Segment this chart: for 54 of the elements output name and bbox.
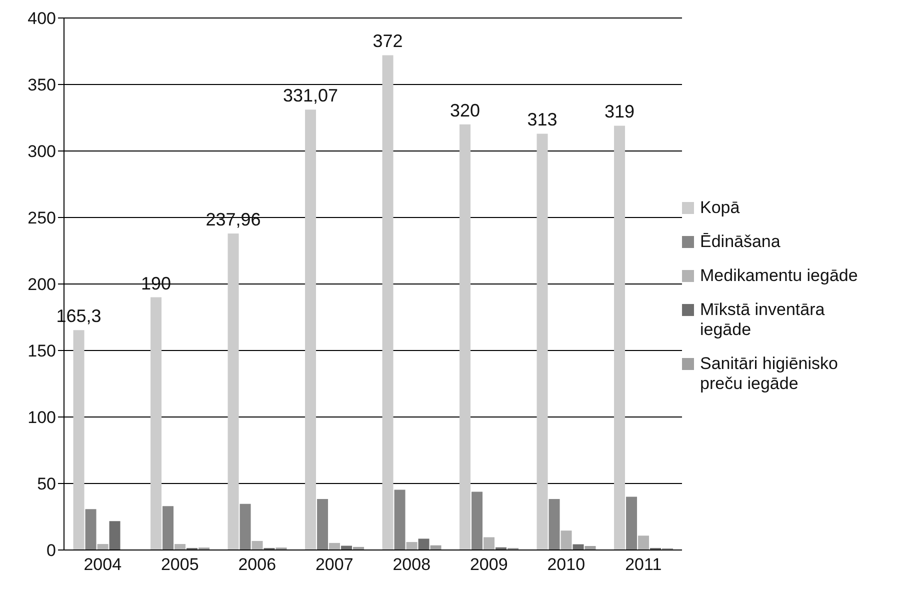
x-tick-label: 2008	[392, 555, 431, 574]
legend-label: Medikamentu iegāde	[700, 266, 858, 286]
bar	[418, 538, 430, 550]
data-label: 320	[450, 100, 480, 120]
y-tick-label: 150	[28, 342, 56, 361]
x-tick-label: 2010	[547, 555, 586, 574]
bar	[341, 546, 352, 550]
x-tick-label: 2004	[84, 555, 122, 574]
legend-label: Sanitāri higiēnisko preču iegāde	[700, 354, 839, 394]
bar	[382, 55, 394, 550]
y-tick-label: 200	[28, 275, 56, 294]
y-tick-label: 100	[28, 408, 56, 428]
bar	[97, 544, 108, 550]
bar	[73, 330, 84, 550]
bar	[252, 540, 263, 550]
x-tick-label: 2009	[470, 555, 508, 574]
bar	[626, 496, 638, 550]
y-tick-label: 250	[28, 208, 56, 228]
x-tick-label: 2006	[238, 555, 276, 574]
bar	[406, 542, 418, 550]
bar	[305, 110, 316, 550]
data-label: 313	[527, 110, 558, 130]
data-label: 331,07	[282, 86, 338, 106]
data-label: 319	[604, 102, 635, 122]
bar	[638, 536, 650, 550]
bar	[484, 537, 495, 550]
y-tick-label: 350	[28, 76, 56, 95]
bar	[460, 124, 471, 550]
x-tick-label: 2011	[625, 555, 662, 574]
bar	[472, 492, 483, 550]
y-tick-label: 0	[46, 541, 56, 560]
bar	[162, 506, 174, 550]
legend-label: Kopā	[700, 198, 740, 218]
bar	[317, 499, 328, 550]
bar	[109, 521, 120, 550]
bar	[548, 499, 560, 550]
y-tick-label: 300	[28, 142, 56, 162]
bar	[228, 234, 239, 550]
legend-label: Mīkstā inventāra iegāde	[700, 300, 826, 340]
y-tick-label: 50	[37, 474, 56, 494]
data-label: 372	[372, 31, 403, 52]
bar	[240, 504, 251, 550]
x-tick-label: 2005	[160, 555, 199, 574]
bar	[329, 542, 340, 550]
bar	[536, 134, 548, 550]
bar	[174, 544, 186, 550]
bar	[614, 126, 626, 550]
y-tick-label: 400	[28, 9, 56, 28]
bar	[150, 297, 162, 550]
bar	[394, 490, 406, 550]
x-tick-label: 2007	[315, 555, 354, 574]
bar	[85, 509, 96, 550]
bar	[560, 530, 572, 550]
legend-label: Ēdināšana	[700, 232, 780, 252]
